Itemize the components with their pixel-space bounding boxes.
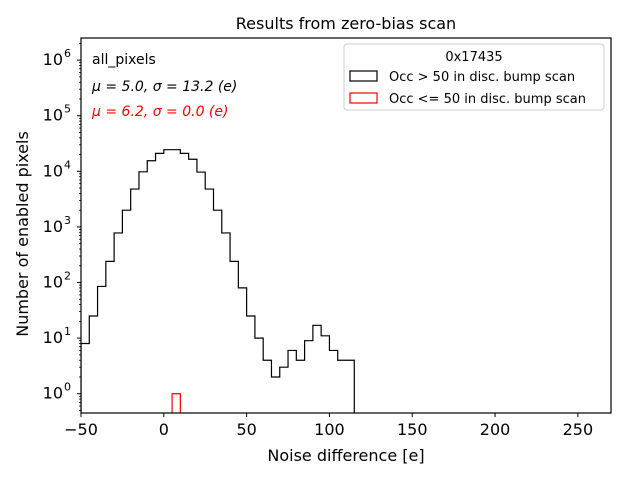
- x-axis-ticks: −50 0 50 100 150 200 250: [64, 413, 593, 439]
- stats-series-1: μ = 5.0, σ = 13.2 (e): [91, 79, 237, 95]
- legend-box: [343, 43, 605, 111]
- legend-swatch-series-1: [349, 70, 378, 82]
- x-tick-label: 0: [159, 420, 169, 439]
- y-tick-label-exponent: 1: [64, 325, 71, 338]
- stats-header: all_pixels: [92, 52, 156, 68]
- y-axis-label: Number of enabled pixels: [13, 131, 32, 337]
- y-tick-label-exponent: 0: [64, 381, 71, 394]
- x-tick-label: 250: [563, 420, 594, 439]
- x-axis-label: Noise difference [e]: [267, 446, 424, 465]
- series-layer: [81, 149, 355, 413]
- x-tick-label: −50: [64, 420, 98, 439]
- y-tick-label-exponent: 2: [64, 270, 71, 283]
- y-tick-label-exponent: 6: [64, 47, 71, 60]
- y-tick-label: 10: [43, 273, 63, 292]
- y-tick-label: 10: [43, 161, 63, 180]
- y-tick-label: 10: [43, 384, 63, 403]
- y-tick-label-exponent: 4: [64, 158, 71, 171]
- y-tick-label: 10: [43, 50, 63, 69]
- plot-frame: [80, 37, 612, 414]
- y-tick-label: 10: [43, 328, 63, 347]
- y-tick-label: 10: [43, 106, 63, 125]
- x-tick-label: 200: [480, 420, 511, 439]
- x-tick-label: 50: [236, 420, 256, 439]
- chart-title: Results from zero-bias scan: [236, 14, 456, 33]
- legend: 0x17435 Occ > 50 in disc. bump scan Occ …: [343, 43, 605, 111]
- legend-label-series-1: Occ > 50 in disc. bump scan: [389, 70, 575, 85]
- legend-title: 0x17435: [445, 50, 502, 65]
- histogram-series-1: [81, 149, 355, 413]
- y-tick-label: 10: [43, 217, 63, 236]
- stats-series-2: μ = 6.2, σ = 0.0 (e): [91, 104, 228, 120]
- histogram-series-2: [171, 393, 181, 413]
- x-tick-label: 100: [314, 420, 345, 439]
- legend-swatch-series-2: [349, 92, 378, 104]
- y-tick-label-exponent: 5: [64, 103, 71, 116]
- legend-label-series-2: Occ <= 50 in disc. bump scan: [389, 92, 586, 107]
- x-tick-label: 150: [397, 420, 428, 439]
- y-tick-label-exponent: 3: [64, 214, 71, 227]
- stats-annotation: all_pixels μ = 5.0, σ = 13.2 (e) μ = 6.2…: [91, 52, 237, 120]
